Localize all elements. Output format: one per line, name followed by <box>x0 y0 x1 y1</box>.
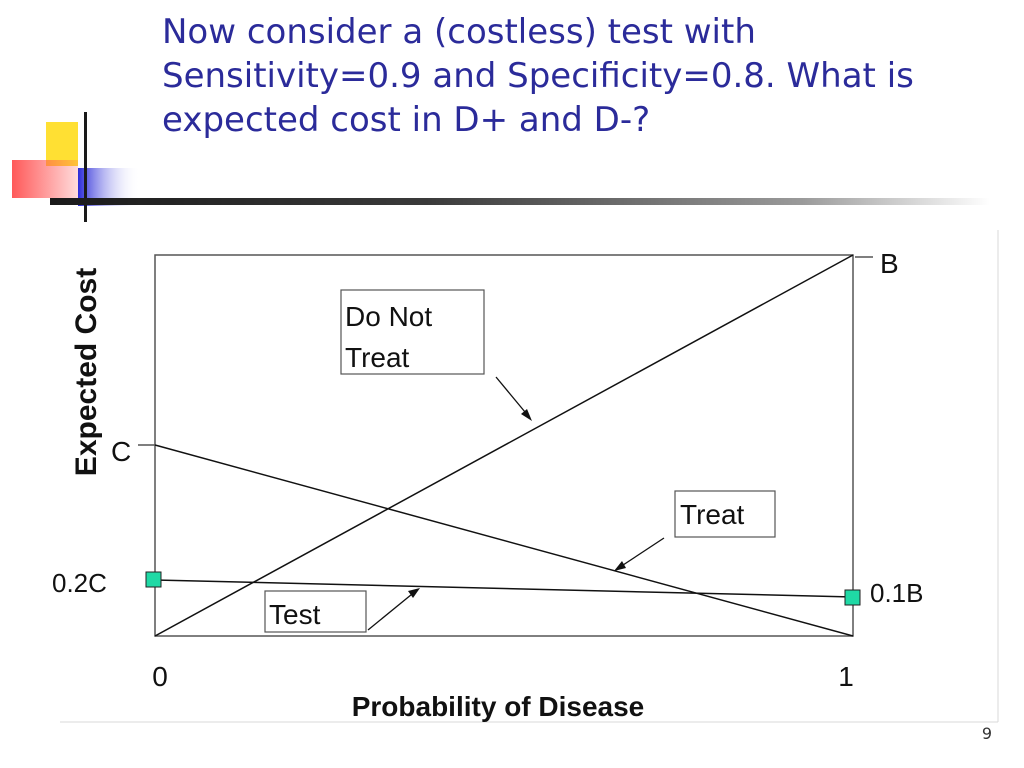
test-start-marker <box>145 571 162 588</box>
slide-title: Now consider a (costless) test with Sens… <box>162 12 914 140</box>
y-axis-label: Expected Cost <box>70 268 103 476</box>
x-tick-label-0: 0 <box>152 661 168 692</box>
point-label-b: B <box>880 248 899 279</box>
test-arrowhead <box>408 588 420 598</box>
logo-yellow-square <box>46 122 78 166</box>
treat-arrowhead <box>614 561 626 571</box>
test-end-marker <box>844 589 861 606</box>
test-line <box>154 579 854 598</box>
do-not-treat-callout-line2: Treat <box>345 342 410 373</box>
test-callout-box <box>264 590 367 633</box>
do-not-treat-line <box>154 254 854 637</box>
do-not-treat-arrow <box>495 376 531 419</box>
point-label-c: C <box>111 436 131 467</box>
slide-logo <box>12 112 140 222</box>
do-not-treat-callout-box <box>340 289 485 375</box>
page-number: 9 <box>981 724 992 743</box>
treat-arrow <box>616 537 665 570</box>
point-label-test-right: 0.1B <box>870 578 924 608</box>
do-not-treat-callout-line1: Do Not <box>345 301 432 332</box>
logo-vertical-bar <box>84 112 87 222</box>
x-axis-label: Probability of Disease <box>352 691 645 722</box>
treat-callout-box <box>674 490 776 538</box>
treat-callout-label: Treat <box>680 499 745 530</box>
point-label-test-left: 0.2C <box>52 568 107 598</box>
test-callout-label: Test <box>269 599 321 630</box>
title-divider <box>50 198 990 205</box>
treat-line <box>154 444 854 637</box>
logo-red-square <box>12 160 78 198</box>
test-arrow <box>367 589 418 631</box>
x-tick-label-1: 1 <box>838 661 854 692</box>
do-not-treat-arrowhead <box>521 409 532 421</box>
